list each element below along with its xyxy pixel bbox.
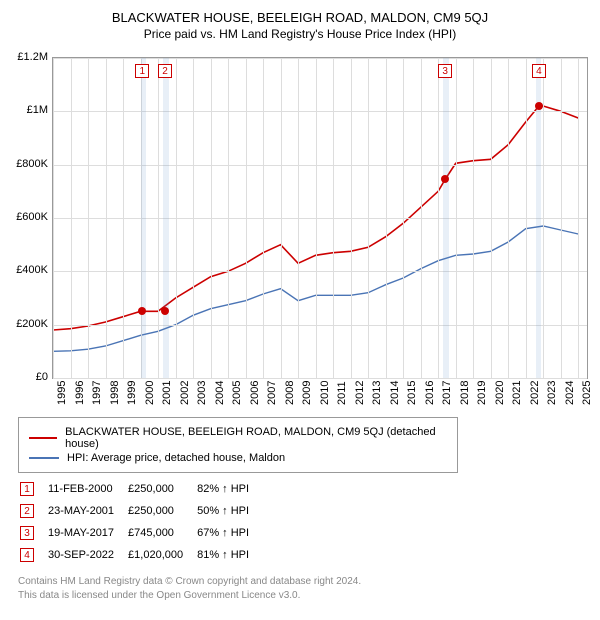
x-axis-label: 2001 xyxy=(161,381,173,405)
x-axis-label: 2024 xyxy=(564,381,576,405)
table-row: 2 23-MAY-2001£250,00050% ↑ HPI xyxy=(20,501,261,521)
sale-date: 11-FEB-2000 xyxy=(48,479,126,499)
x-axis-label: 2007 xyxy=(266,381,278,405)
plot-region: 12 3 4 xyxy=(52,57,588,379)
legend-item: HPI: Average price, detached house, Mald… xyxy=(29,452,447,464)
legend-box: BLACKWATER HOUSE, BEELEIGH ROAD, MALDON,… xyxy=(18,417,458,473)
y-axis-label: £1.2M xyxy=(8,51,48,63)
x-axis-label: 2014 xyxy=(389,381,401,405)
table-row: 4 30-SEP-2022£1,020,00081% ↑ HPI xyxy=(20,545,261,565)
x-axis-label: 1999 xyxy=(126,381,138,405)
x-axis-label: 2010 xyxy=(319,381,331,405)
sale-date: 19-MAY-2017 xyxy=(48,523,126,543)
sale-number-box: 1 xyxy=(20,482,34,496)
x-axis-label: 2012 xyxy=(354,381,366,405)
x-axis-label: 2020 xyxy=(494,381,506,405)
sale-number-box: 4 xyxy=(20,548,34,562)
y-axis-label: £400K xyxy=(8,264,48,276)
sale-delta: 82% ↑ HPI xyxy=(197,479,261,499)
x-axis-label: 2008 xyxy=(284,381,296,405)
x-axis-label: 2003 xyxy=(196,381,208,405)
x-axis-label: 2022 xyxy=(529,381,541,405)
sale-delta: 81% ↑ HPI xyxy=(197,545,261,565)
sale-marker-label: 4 xyxy=(532,64,546,78)
x-axis-label: 2009 xyxy=(301,381,313,405)
sale-marker-label: 2 xyxy=(158,64,172,78)
x-axis-label: 2016 xyxy=(424,381,436,405)
sale-price: £1,020,000 xyxy=(128,545,195,565)
sale-price: £745,000 xyxy=(128,523,195,543)
x-axis-label: 2011 xyxy=(336,381,348,405)
y-axis-label: £0 xyxy=(8,371,48,383)
sale-price: £250,000 xyxy=(128,479,195,499)
sale-number-box: 2 xyxy=(20,504,34,518)
table-row: 3 19-MAY-2017£745,00067% ↑ HPI xyxy=(20,523,261,543)
x-axis-label: 1995 xyxy=(56,381,68,405)
sale-marker-label: 1 xyxy=(135,64,149,78)
x-axis-label: 2023 xyxy=(546,381,558,405)
legend-item: BLACKWATER HOUSE, BEELEIGH ROAD, MALDON,… xyxy=(29,426,447,450)
sale-dot xyxy=(441,175,449,183)
x-axis-label: 1997 xyxy=(91,381,103,405)
x-axis-label: 2005 xyxy=(231,381,243,405)
legend-label: BLACKWATER HOUSE, BEELEIGH ROAD, MALDON,… xyxy=(65,426,447,450)
x-axis-label: 2013 xyxy=(371,381,383,405)
legend-swatch xyxy=(29,457,59,459)
y-axis-label: £600K xyxy=(8,211,48,223)
legend-swatch xyxy=(29,437,57,439)
sale-price: £250,000 xyxy=(128,501,195,521)
x-axis-label: 2018 xyxy=(459,381,471,405)
sales-table: 1 11-FEB-2000£250,00082% ↑ HPI 2 23-MAY-200… xyxy=(18,477,263,567)
x-axis-label: 1996 xyxy=(74,381,86,405)
x-axis-label: 2002 xyxy=(179,381,191,405)
x-axis-label: 2015 xyxy=(406,381,418,405)
sale-number-box: 3 xyxy=(20,526,34,540)
y-axis-label: £1M xyxy=(8,104,48,116)
sale-dot xyxy=(161,307,169,315)
x-axis-label: 2017 xyxy=(441,381,453,405)
footer-attribution: Contains HM Land Registry data © Crown c… xyxy=(18,575,592,603)
legend-label: HPI: Average price, detached house, Mald… xyxy=(67,452,285,464)
footer-line-1: Contains HM Land Registry data © Crown c… xyxy=(18,575,592,589)
x-axis-label: 2021 xyxy=(511,381,523,405)
x-axis-label: 2025 xyxy=(581,381,593,405)
chart-area: 12 3 4 £0 £200K £400K £600K £800K £1M £1.2M 1995 1… xyxy=(8,49,592,409)
y-axis-label: £200K xyxy=(8,318,48,330)
sale-dot xyxy=(138,307,146,315)
sale-delta: 67% ↑ HPI xyxy=(197,523,261,543)
x-axis-label: 1998 xyxy=(109,381,121,405)
sale-marker-label: 3 xyxy=(438,64,452,78)
x-axis-label: 2019 xyxy=(476,381,488,405)
chart-subtitle: Price paid vs. HM Land Registry's House … xyxy=(8,27,592,41)
sale-date: 30-SEP-2022 xyxy=(48,545,126,565)
footer-line-2: This data is licensed under the Open Gov… xyxy=(18,589,592,603)
y-axis-label: £800K xyxy=(8,158,48,170)
table-row: 1 11-FEB-2000£250,00082% ↑ HPI xyxy=(20,479,261,499)
x-axis-label: 2004 xyxy=(214,381,226,405)
sale-delta: 50% ↑ HPI xyxy=(197,501,261,521)
chart-title: BLACKWATER HOUSE, BEELEIGH ROAD, MALDON,… xyxy=(8,10,592,25)
x-axis-label: 2006 xyxy=(249,381,261,405)
sale-dot xyxy=(535,102,543,110)
x-axis-label: 2000 xyxy=(144,381,156,405)
sale-date: 23-MAY-2001 xyxy=(48,501,126,521)
